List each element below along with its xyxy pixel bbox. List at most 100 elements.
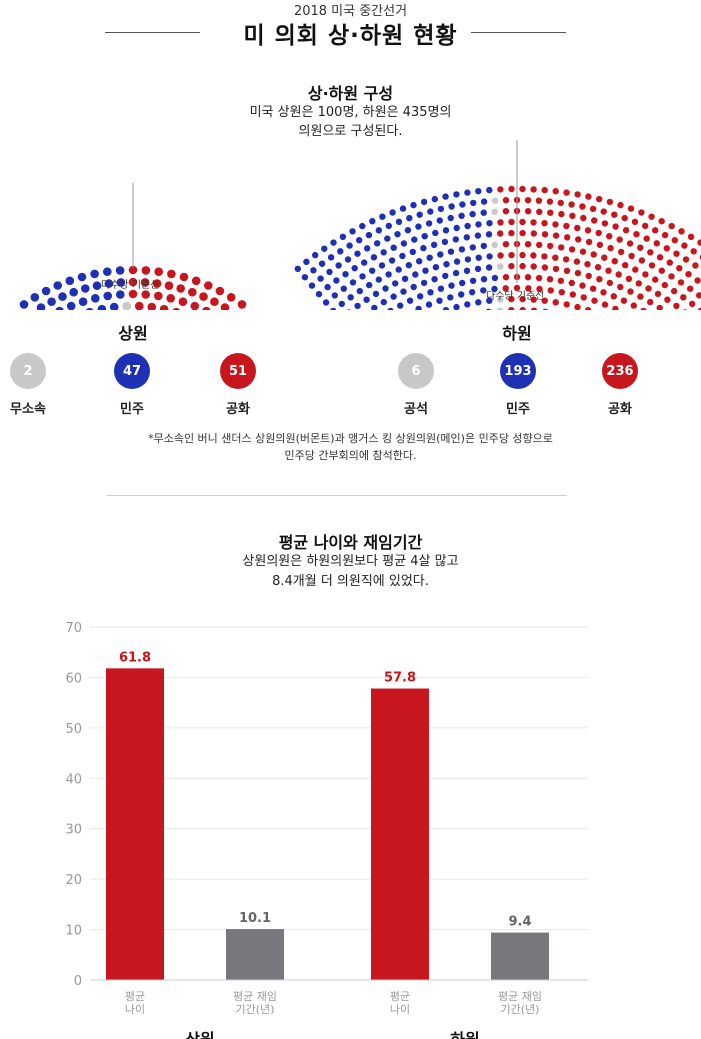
seat-dot — [389, 209, 396, 216]
seat-dot — [365, 231, 373, 239]
seat-dot — [354, 250, 361, 257]
seat-dot — [385, 271, 392, 278]
seat-dot — [58, 292, 67, 301]
seat-dot — [685, 271, 692, 278]
seat-dot — [372, 290, 380, 298]
seat-dot — [188, 287, 197, 297]
seat-dot — [635, 280, 642, 287]
seat-dot — [585, 193, 592, 200]
seat-dot — [430, 241, 438, 248]
seat-dot — [663, 245, 670, 252]
seat-dot — [364, 245, 371, 252]
seat-dot — [415, 223, 422, 230]
seat-dot — [406, 297, 414, 304]
senate-title: 상원 — [118, 324, 148, 343]
seat-dot — [81, 284, 90, 293]
bar — [371, 688, 429, 980]
seat-dot — [128, 265, 138, 275]
seat-dot — [410, 283, 417, 291]
seat-dot — [611, 258, 618, 265]
seat-dot — [642, 271, 649, 278]
seat-dot — [552, 232, 560, 239]
seat-dot — [647, 249, 654, 256]
senate-democrat-badge: 47 — [114, 353, 150, 389]
seat-dot — [464, 222, 471, 230]
seat-dot — [19, 300, 29, 309]
seat-dot — [128, 289, 138, 299]
seat-dot — [638, 257, 646, 264]
house-democrat-badge: 193 — [500, 353, 536, 389]
seat-dot — [371, 304, 378, 310]
seat-dot — [508, 251, 515, 259]
seat-dot — [140, 278, 150, 287]
seat-dot — [405, 262, 412, 269]
house-vacant-badge: 6 — [398, 353, 434, 389]
seat-dot — [422, 267, 429, 274]
seat-dot — [632, 266, 639, 273]
seat-dot — [338, 300, 345, 308]
seat-dot — [654, 290, 662, 298]
seat-dot — [668, 222, 675, 230]
seat-dot — [558, 244, 565, 251]
seat-dot — [585, 238, 593, 246]
seat-dot — [420, 279, 428, 287]
seat-dot — [596, 195, 603, 203]
seat-dot — [519, 218, 526, 226]
seat-dot — [519, 295, 526, 303]
seat-dot — [600, 208, 607, 215]
seat-dot — [172, 307, 180, 310]
seat-dot — [469, 244, 476, 251]
seat-dot — [442, 307, 450, 310]
seat-dot — [552, 188, 559, 195]
seat-dot — [568, 201, 575, 208]
seat-dot — [361, 259, 368, 266]
seat-dot — [166, 294, 175, 303]
seat-dot — [475, 221, 482, 228]
seat-dot — [453, 224, 460, 232]
y-tick-label: 40 — [65, 772, 82, 787]
seat-dot — [563, 189, 570, 196]
seat-dot — [502, 274, 510, 281]
seat-dot — [680, 294, 687, 301]
seat-dot — [558, 289, 565, 296]
bar-category-label: 평균 — [125, 990, 145, 1003]
bar-category-label: 나이 — [125, 1003, 145, 1016]
seat-dot — [417, 293, 424, 300]
seat-dot — [395, 218, 403, 225]
seat-dot — [406, 214, 413, 222]
seat-dot — [541, 186, 548, 194]
seat-dot — [568, 279, 575, 287]
seat-dot — [541, 297, 548, 304]
seat-dot — [530, 307, 538, 310]
seat-dot — [340, 285, 347, 292]
seat-dot — [552, 221, 559, 228]
seat-dot — [431, 276, 438, 283]
seat-dot — [342, 271, 349, 278]
seat-dot — [536, 285, 543, 293]
seat-dot — [475, 254, 482, 261]
seat-dot — [115, 266, 125, 275]
footnote-line1: *무소속인 버니 샌더스 상원의원(버몬트)과 앵거스 킹 상원의원(메인)은 … — [148, 432, 553, 445]
seat-dot — [508, 306, 515, 310]
seat-dot — [497, 296, 504, 303]
seat-dot — [564, 234, 571, 241]
seat-dot — [351, 265, 358, 272]
y-tick-label: 50 — [65, 722, 82, 737]
seat-dot — [69, 287, 78, 297]
seat-dot — [661, 231, 669, 239]
seat-dot — [303, 258, 310, 265]
bar-value-label: 10.1 — [239, 911, 271, 926]
seat-dot — [135, 301, 144, 310]
seat-dot — [453, 303, 460, 310]
seat-dot — [601, 301, 609, 308]
house-vacant-label: 공석 — [404, 402, 428, 417]
y-tick-label: 0 — [74, 974, 82, 989]
seat-dot — [643, 235, 650, 242]
seat-dot — [585, 272, 592, 280]
seat-dot — [664, 296, 671, 303]
seat-dot — [390, 244, 397, 251]
seat-dot — [154, 267, 163, 276]
seat-dot — [310, 267, 317, 274]
seat-dot — [620, 297, 628, 304]
seat-dot — [327, 254, 335, 261]
